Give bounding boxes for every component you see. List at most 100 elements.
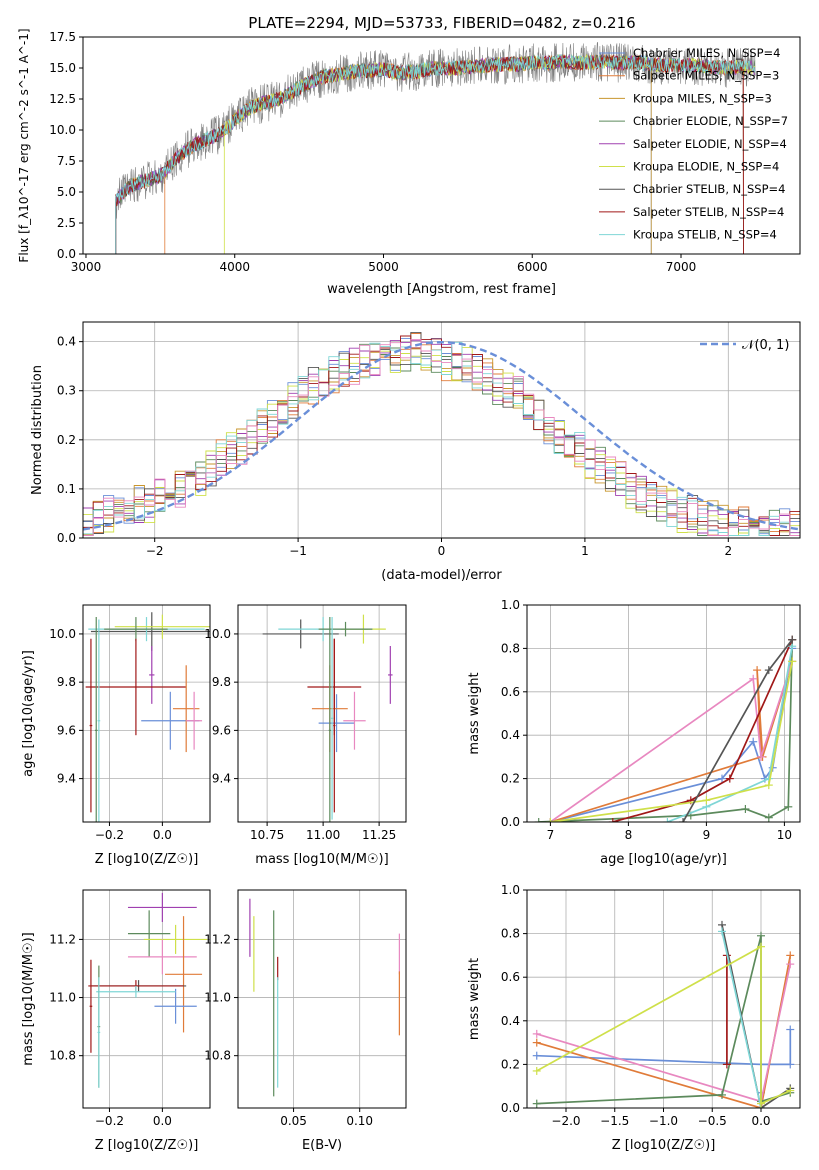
mass-weight-line [721, 931, 762, 1108]
spectrum-panel: 3000 4000 5000 6000 7000 0.0 2.5 5.0 7.5 10.0 12.5… [17, 28, 801, 297]
y-tick-label: 10.0 [49, 123, 76, 137]
x-tick-label: −1.5 [600, 1114, 629, 1128]
axes-frame [82, 36, 801, 255]
x-axis-label: age [log10(age/yr)] [600, 852, 727, 867]
x-axis-label: Z [log10(Z/Z☉)] [612, 1138, 716, 1153]
x-tick-label: 7 [547, 828, 555, 842]
y-tick-label: 0.4 [501, 1014, 520, 1028]
spectrum-model-line [164, 54, 744, 254]
spectrum-model-line [223, 53, 756, 254]
spectrum-model-line [115, 54, 744, 254]
y-tick-label: 9.8 [57, 675, 76, 689]
y-tick-label: 1.0 [501, 883, 520, 897]
mass-vs-age-panel: 10.75 11.00 11.25 9.4 9.6 9.8 10.0 mass [log10(… [204, 604, 407, 867]
y-axis-label: mass weight [467, 958, 482, 1040]
histogram-step [83, 339, 800, 538]
mass-weight-line [538, 639, 794, 822]
spectrum-model-line [115, 53, 756, 254]
axes-frame [526, 889, 801, 1109]
y-tick-label: 11.0 [49, 991, 76, 1005]
x-tick-label: 0.0 [153, 828, 172, 842]
y-axis-label: Normed distribution [30, 365, 45, 495]
x-tick-label: 0.05 [280, 1114, 307, 1128]
y-tick-label: 0.0 [57, 247, 76, 261]
y-tick-label: 10.8 [49, 1049, 76, 1063]
y-tick-label: 9.8 [212, 675, 231, 689]
legend-label: Salpeter STELIB, N_SSP=4 [633, 205, 784, 219]
mass-weight-line [667, 646, 794, 822]
x-tick-label: −0.2 [95, 1114, 124, 1128]
z-vs-massweight-panel: −2.0 −1.5 −1.0 −0.5 0.0 0.0 0.2 0.4 0.6 0.8 1.0 Z [… [467, 883, 801, 1153]
y-tick-label: 0.2 [501, 772, 520, 786]
mass-weight-line [682, 639, 793, 822]
spectrum-model-line [115, 54, 744, 254]
x-tick-label: 0.0 [153, 1114, 172, 1128]
x-tick-label: −0.5 [698, 1114, 727, 1128]
residual-histogram-panel: −2 −1 0 1 2 0.0 0.1 0.2 0.3 0.4 (data-model)/error… [30, 321, 801, 583]
histogram-step [83, 341, 800, 538]
x-axis-label: Z [log10(Z/Z☉)] [95, 852, 199, 867]
y-tick-label: 0.3 [57, 384, 76, 398]
legend-label: Chabrier ELODIE, N_SSP=7 [633, 114, 788, 128]
x-axis-label: wavelength [Angstrom, rest frame] [327, 282, 556, 297]
mass-weight-line [612, 639, 793, 822]
y-tick-label: 11.0 [204, 991, 231, 1005]
y-tick-label: 9.6 [212, 723, 231, 737]
y-tick-label: 9.4 [57, 772, 76, 786]
y-tick-label: 0.0 [501, 1101, 520, 1115]
legend-label: 𝒩(0, 1) [742, 338, 789, 353]
x-tick-label: −2 [146, 544, 164, 558]
x-tick-label: 10 [777, 828, 792, 842]
y-tick-label: 0.8 [501, 927, 520, 941]
x-tick-label: 3000 [71, 260, 102, 274]
figure-title: PLATE=2294, MJD=53733, FIBERID=0482, z=0… [248, 14, 635, 32]
legend-label: Kroupa ELODIE, N_SSP=4 [633, 160, 779, 174]
y-tick-label: 0.2 [501, 1057, 520, 1071]
mass-weight-line [536, 945, 791, 1105]
x-tick-label: −1.0 [649, 1114, 678, 1128]
plot-area [534, 635, 797, 822]
plot-area [83, 331, 800, 538]
x-tick-label: 0 [438, 544, 446, 558]
x-tick-label: 8 [625, 828, 633, 842]
x-tick-label: −2.0 [551, 1114, 580, 1128]
y-tick-label: 5.0 [57, 185, 76, 199]
axes-frame [82, 889, 211, 1109]
x-tick-label: 6000 [517, 260, 548, 274]
y-tick-label: 0.1 [57, 482, 76, 496]
legend-label: Chabrier STELIB, N_SSP=4 [633, 182, 785, 196]
spectrum-model-line [115, 54, 652, 254]
plot-area [262, 614, 393, 822]
y-tick-label: 0.4 [501, 728, 520, 742]
z-vs-age-panel: −0.2 0.0 9.4 9.6 9.8 10.0 Z [log10(Z/Z☉)] age [… [21, 604, 211, 867]
axes-frame [526, 604, 801, 823]
age-vs-massweight-panel: 7 8 9 10 0.0 0.2 0.4 0.6 0.8 1.0 age [log10(age/yr… [467, 598, 801, 867]
x-tick-label: 1 [581, 544, 589, 558]
x-tick-label: 0.0 [751, 1114, 770, 1128]
y-tick-label: 1.0 [501, 598, 520, 612]
y-axis-label: mass weight [467, 672, 482, 754]
axes-frame [237, 604, 407, 823]
y-tick-label: 0.6 [501, 970, 520, 984]
legend-label: Salpeter MILES, N_SSP=3 [633, 69, 779, 83]
x-tick-label: 10.75 [250, 828, 284, 842]
axes-frame [82, 321, 801, 539]
x-tick-label: −0.2 [95, 828, 124, 842]
y-tick-label: 11.2 [49, 932, 76, 946]
y-axis-label: Flux [f_λ10^-17 erg cm^-2 s^-1 A^-1] [17, 28, 31, 262]
y-tick-label: 9.4 [212, 772, 231, 786]
x-axis-label: (data-model)/error [381, 568, 502, 583]
x-axis-label: E(B-V) [302, 1138, 342, 1153]
x-tick-label: 0.10 [346, 1114, 373, 1128]
z-vs-mass-panel: −0.2 0.0 10.8 11.0 11.2 Z [log10(Z/Z☉)] mass [… [21, 889, 211, 1153]
y-tick-label: 0.0 [501, 815, 520, 829]
y-tick-label: 10.0 [49, 627, 76, 641]
y-tick-label: 0.4 [57, 335, 76, 349]
y-tick-label: 0.0 [57, 531, 76, 545]
x-tick-label: −1 [289, 544, 307, 558]
legend-label: Salpeter ELODIE, N_SSP=4 [633, 137, 787, 151]
y-tick-label: 12.5 [49, 92, 76, 106]
x-tick-label: 9 [703, 828, 711, 842]
legend-label: Kroupa MILES, N_SSP=3 [633, 91, 772, 105]
y-tick-label: 0.6 [501, 685, 520, 699]
